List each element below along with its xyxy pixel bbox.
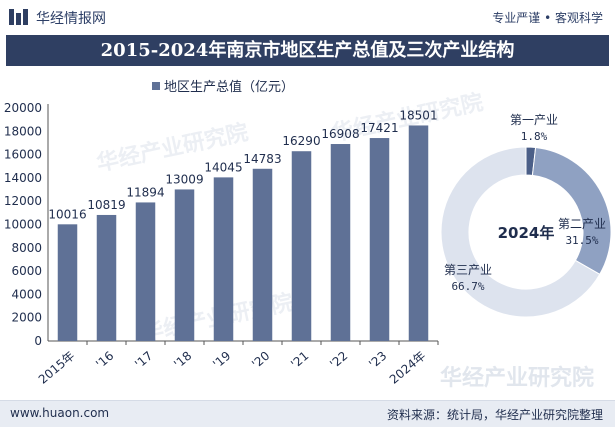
x-tick-label: 2015年 xyxy=(36,349,78,387)
y-tick-label: 14000 xyxy=(4,171,42,185)
data-source: 资料来源：统计局，华经产业研究院整理 xyxy=(386,408,603,422)
bar xyxy=(369,138,390,341)
bar xyxy=(291,151,312,341)
bar xyxy=(408,125,429,341)
x-tick-label: '19 xyxy=(210,349,233,372)
slice-name-label: 第三产业 xyxy=(444,263,492,277)
bar xyxy=(330,144,351,341)
x-tick-label: '23 xyxy=(366,349,389,372)
legend-swatch xyxy=(152,82,160,90)
brand-name: 华经情报网 xyxy=(36,11,106,27)
slice-value-label: 31.5% xyxy=(565,234,598,247)
x-tick-label: '22 xyxy=(327,349,350,372)
logo-icon xyxy=(9,9,28,25)
chart-title: 2015-2024年南京市地区生产总值及三次产业结构 xyxy=(6,35,609,66)
y-tick-label: 2000 xyxy=(11,311,42,325)
data-label: 13009 xyxy=(165,172,203,186)
bar-chart: 地区生产总值（亿元） 0 2000 4000 6000 8000 10000 12000 140… xyxy=(4,79,439,387)
slogan: 专业严谨 • 客观科学 xyxy=(492,11,603,25)
data-label: 16290 xyxy=(282,134,320,148)
top-bar: 华经情报网 专业严谨 • 客观科学 xyxy=(0,0,615,34)
y-tick-label: 12000 xyxy=(4,194,42,208)
x-tick-label: 2024年 xyxy=(387,349,429,387)
y-tick-label: 4000 xyxy=(11,287,42,301)
y-tick-label: 16000 xyxy=(4,148,42,162)
data-label: 11894 xyxy=(126,185,164,199)
site-url: www.huaon.com xyxy=(10,406,110,420)
data-label: 14045 xyxy=(204,160,242,174)
x-tick-label: '17 xyxy=(132,349,155,372)
watermark: 华经产业研究院 xyxy=(440,366,595,391)
chart-area: 地区生产总值（亿元） 0 2000 4000 6000 8000 10000 12000 140… xyxy=(4,79,612,387)
donut-slice xyxy=(531,146,612,276)
y-tick-label: 18000 xyxy=(4,124,42,138)
data-label: 17421 xyxy=(360,121,398,135)
x-tick-label: '18 xyxy=(171,349,194,372)
y-tick-label: 6000 xyxy=(11,264,42,278)
footer: www.huaon.com 资料来源：统计局，华经产业研究院整理 xyxy=(0,400,615,427)
data-label: 10016 xyxy=(48,207,86,221)
donut-chart: 2024年 第一产业 1.8% 第二产业 31.5% 第三产业 66.7% xyxy=(440,113,612,318)
slice-name-label: 第二产业 xyxy=(558,217,606,231)
donut-slice xyxy=(440,146,601,318)
y-tick-label: 8000 xyxy=(11,241,42,255)
bar xyxy=(96,214,117,341)
x-tick-label: '21 xyxy=(288,349,311,372)
y-tick-label: 10000 xyxy=(4,218,42,232)
donut-center-label: 2024年 xyxy=(498,224,555,242)
y-tick-label: 20000 xyxy=(4,101,42,115)
bar xyxy=(57,224,78,341)
bar xyxy=(213,177,234,341)
data-label: 10819 xyxy=(87,198,125,212)
y-tick-label: 0 xyxy=(34,334,42,348)
bar xyxy=(252,168,273,341)
slice-value-label: 1.8% xyxy=(521,130,548,143)
data-label: 16908 xyxy=(321,127,359,141)
x-tick-label: '20 xyxy=(249,349,272,372)
x-tick-label: '16 xyxy=(93,349,116,372)
data-label: 18501 xyxy=(399,108,437,122)
slice-value-label: 66.7% xyxy=(451,280,484,293)
data-label: 14783 xyxy=(243,152,281,166)
bar xyxy=(135,202,156,341)
slice-name-label: 第一产业 xyxy=(510,113,558,127)
bar xyxy=(174,189,195,341)
legend-label: 地区生产总值（亿元） xyxy=(164,79,294,95)
